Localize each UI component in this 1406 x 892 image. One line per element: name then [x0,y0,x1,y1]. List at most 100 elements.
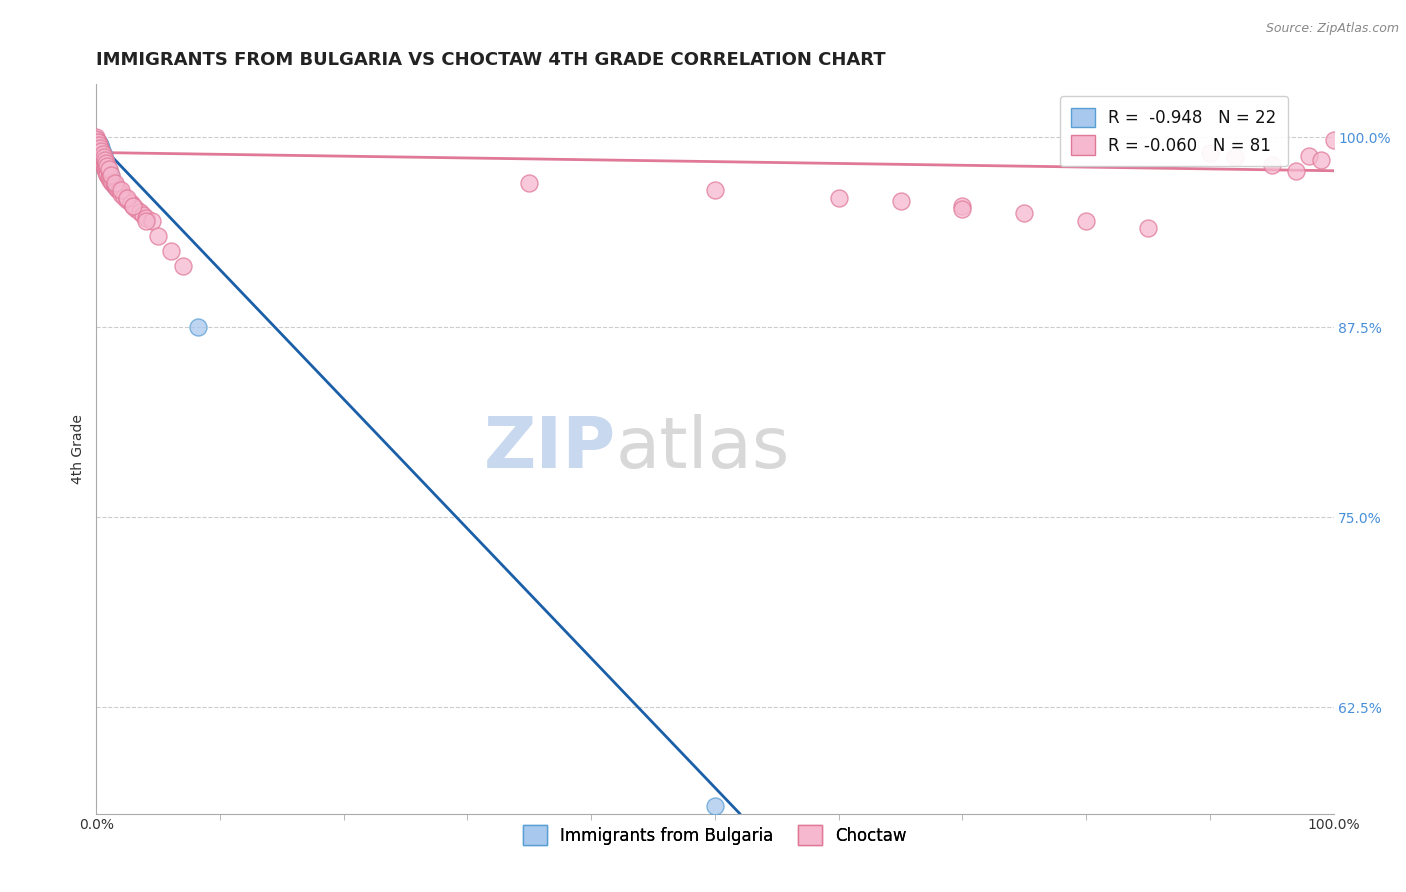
Point [120,195,142,210]
Point [96,156,118,170]
Point [135,214,157,228]
Point [86,137,108,152]
Point [1285,163,1308,178]
Point [89,141,111,155]
Point [93,152,115,166]
Point [87,143,110,157]
Point [91,147,114,161]
Point [107,184,129,198]
Point [100,174,122,188]
Point [98,167,121,181]
Point [187,320,209,334]
Point [96,165,118,179]
Point [148,229,170,244]
Point [1310,153,1333,167]
Point [1136,221,1159,235]
Point [112,189,135,203]
Point [1012,206,1035,220]
Point [96,163,118,178]
Point [96,156,118,170]
Point [90,144,112,158]
Point [91,156,114,170]
Point [122,199,145,213]
Point [96,159,118,173]
Point [93,158,115,172]
Point [105,180,128,194]
Point [96,167,118,181]
Point [117,191,139,205]
Point [97,162,120,177]
Point [89,147,111,161]
Point [117,193,139,207]
Point [89,145,111,160]
Point [94,161,117,175]
Point [93,150,115,164]
Point [86,136,108,151]
Point [89,137,111,152]
Text: Source: ZipAtlas.com: Source: ZipAtlas.com [1265,22,1399,36]
Point [141,214,163,228]
Point [94,153,117,167]
Point [100,169,122,184]
Point [100,169,122,183]
Point [87,137,110,152]
Point [135,211,157,225]
Point [97,171,120,186]
Point [93,148,115,162]
Point [1223,150,1246,164]
Point [86,133,108,147]
Point [517,176,540,190]
Point [91,147,114,161]
Point [87,141,110,155]
Point [91,145,114,160]
Point [89,139,111,153]
Point [94,162,117,177]
Point [86,133,108,147]
Point [94,153,117,167]
Text: IMMIGRANTS FROM BULGARIA VS CHOCTAW 4TH GRADE CORRELATION CHART: IMMIGRANTS FROM BULGARIA VS CHOCTAW 4TH … [97,51,886,69]
Point [86,130,108,145]
Point [90,150,112,164]
Point [159,244,181,259]
Point [96,161,118,175]
Point [132,208,155,222]
Point [98,173,121,187]
Point [91,153,114,167]
Point [90,152,112,166]
Text: atlas: atlas [616,414,790,483]
Point [97,169,120,184]
Point [90,148,112,162]
Legend: Immigrants from Bulgaria, Choctaw: Immigrants from Bulgaria, Choctaw [512,814,918,856]
Point [110,186,132,201]
Point [89,144,111,158]
Point [703,799,725,814]
Point [86,135,108,149]
Point [110,184,132,198]
Point [122,199,145,213]
Point [1074,214,1097,228]
Point [1260,158,1282,172]
Y-axis label: 4th Grade: 4th Grade [72,414,86,483]
Point [827,191,849,205]
Point [1298,148,1320,162]
Point [128,204,150,219]
Point [125,202,148,216]
Point [172,260,194,274]
Point [104,176,127,190]
Point [889,194,911,208]
Point [1322,133,1344,147]
Point [87,136,110,151]
Point [91,154,114,169]
Point [104,178,127,193]
Point [87,139,110,153]
Point [105,182,128,196]
Point [96,169,118,183]
Point [86,135,108,149]
Point [703,184,725,198]
Point [90,141,112,155]
Point [97,163,120,178]
Point [96,159,118,173]
Point [86,132,108,146]
Point [950,199,973,213]
Point [93,159,115,173]
